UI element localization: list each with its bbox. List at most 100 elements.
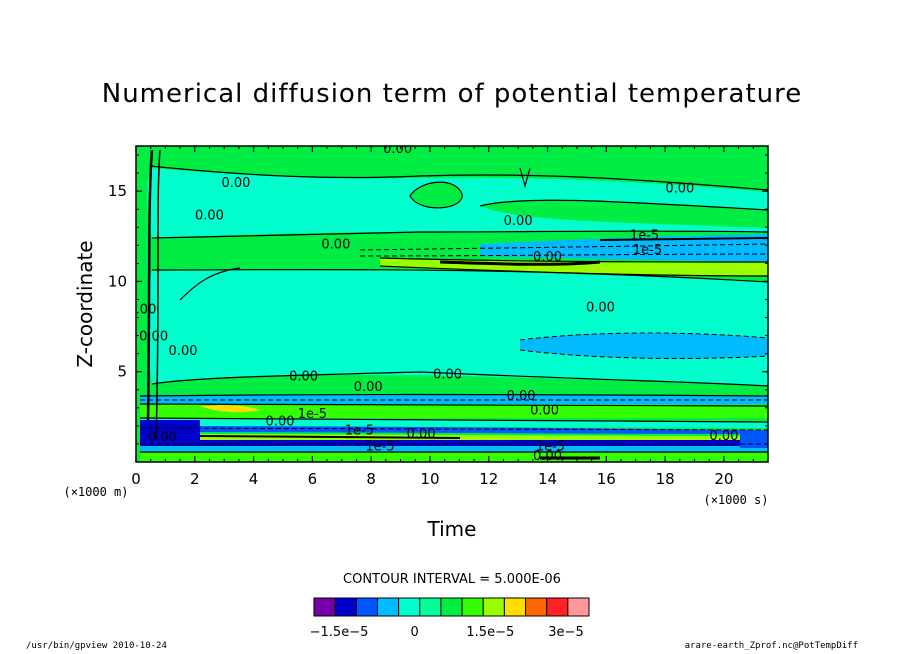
x-axis-label: Time: [427, 517, 477, 541]
contour-line: [139, 427, 768, 431]
colorbar-tick-label: 3e−5: [548, 625, 583, 640]
x-tick-label: 8: [366, 470, 376, 488]
x-tick-label: 16: [597, 470, 616, 488]
colorbar: [313, 597, 590, 617]
contour-label: 0.00: [383, 142, 412, 157]
contour-line: [155, 149, 161, 441]
x-tick-label: 6: [308, 470, 318, 488]
chart-title: Numerical diffusion term of potential te…: [102, 79, 803, 109]
contour-line: [519, 167, 531, 189]
colorbar-swatch: [376, 597, 400, 617]
contour-line: [379, 257, 768, 263]
colorbar-swatch: [503, 597, 527, 617]
contour-label: 1e-5: [365, 440, 394, 455]
contour-label: 0.00: [354, 380, 383, 395]
contour-label: 0.00: [221, 176, 250, 191]
contour-label: 0.00: [533, 250, 562, 265]
x-tick-label: 0: [131, 470, 141, 488]
colorbar-tick-label: 1.5e−5: [466, 625, 514, 640]
blue-patch-left: [140, 420, 200, 440]
colorbar-swatch: [313, 597, 336, 617]
plot-frame: [135, 145, 769, 463]
contour-label: 0.00: [148, 431, 177, 446]
contour-label: 0.00: [504, 214, 533, 229]
thick-lines: [199, 237, 768, 460]
contour-line: [599, 237, 768, 241]
contour-interval: CONTOUR INTERVAL = 5.000E-06: [343, 572, 561, 587]
contour-label: 0.00: [127, 303, 156, 318]
x-tick-label: 12: [479, 470, 498, 488]
colorbar-swatch: [482, 597, 505, 617]
y-tick-label: 10: [108, 272, 127, 290]
x-tick-label: 14: [538, 470, 557, 488]
x-tick-label: 4: [249, 470, 259, 488]
contour-label: 0.00: [709, 429, 738, 444]
y-tick-label: 15: [108, 182, 127, 200]
contour-line: [519, 349, 768, 359]
yellow-spot: [200, 405, 260, 413]
band-lower-1: [140, 394, 768, 404]
band-lower-8: [140, 452, 768, 462]
band-lower-7: [140, 446, 768, 452]
x-tick-label: 2: [190, 470, 200, 488]
colorbar-ticks: −1.5e−5 0 1.5e−5 3e−5: [310, 625, 584, 640]
negative-contours: [139, 243, 768, 445]
green-bump-right: [480, 200, 768, 228]
x-axis: 0 2 4 6 8 10 12 14 16 18 20: [131, 146, 754, 488]
contour-line: [149, 165, 768, 191]
contour-line: [439, 260, 601, 266]
contour-label: 0.00: [533, 449, 562, 464]
colorbar-swatch: [398, 597, 421, 617]
contour-label: 0.00: [433, 368, 462, 383]
contour-line: [139, 393, 768, 397]
x-tick-label: 10: [420, 470, 439, 488]
colorbar-tick-label: −1.5e−5: [310, 625, 369, 640]
contour-line: [146, 149, 154, 421]
contour-line: [479, 199, 768, 211]
blue-band-upper: [480, 234, 768, 262]
band-lower-3: [140, 418, 768, 428]
x-tick-label: 20: [714, 470, 733, 488]
contour-label: 1e-5: [345, 423, 374, 438]
colorbar-swatch: [461, 597, 484, 617]
contour-label: 0.00: [266, 414, 295, 429]
footer-left: /usr/bin/gpview 2010-10-24: [26, 641, 167, 651]
contour-line: [359, 243, 768, 251]
colorbar-swatch: [567, 597, 590, 617]
contour-label: 0.00: [321, 238, 350, 253]
contour-labels: 0.000.00 0.000.00 0.000.001e-51e-50.000.00…: [127, 142, 738, 464]
contour-label: 0.00: [530, 404, 559, 419]
contour-label: 1e-5: [633, 243, 662, 258]
contour-label: 0.00: [195, 209, 224, 224]
colorbar-swatch: [334, 597, 357, 617]
colorbar-swatch: [355, 597, 378, 617]
colorbar-swatch: [546, 597, 569, 617]
colorbar-tick-label: 0: [411, 625, 419, 640]
contour-label: 1e-5: [298, 407, 327, 422]
contour-line: [139, 403, 768, 407]
footer-right: arare-earth_Zprof.nc@PotTempDiff: [684, 641, 858, 651]
contour-line: [151, 230, 768, 239]
contour-line: [359, 253, 768, 257]
contour-label: 0.00: [139, 330, 168, 345]
x-axis-unit: (×1000 s): [703, 493, 768, 507]
contour-line: [151, 268, 768, 283]
contour-label: 0.00: [169, 344, 198, 359]
band-lower-2: [140, 404, 768, 418]
green-bump-top: [410, 182, 463, 208]
colorbar-swatch: [419, 597, 442, 617]
contour-lines: [139, 149, 768, 453]
contour-label: 1e-5: [536, 440, 565, 455]
right-edge-blue: [740, 430, 768, 448]
x-tick-label: 18: [656, 470, 675, 488]
colorbar-swatch: [440, 597, 463, 617]
y-axis-unit: (×1000 m): [63, 485, 128, 499]
y-axis: 5 10 15: [108, 154, 768, 445]
contour-label: 1e-5: [630, 228, 659, 243]
contour-field: 0.000.00 0.000.00 0.000.001e-51e-50.000.00…: [127, 142, 768, 464]
contour-line: [179, 267, 241, 301]
contour-label: 0.00: [507, 389, 536, 404]
y-tick-label: 5: [117, 363, 127, 381]
contour-label: 0.00: [289, 369, 318, 384]
